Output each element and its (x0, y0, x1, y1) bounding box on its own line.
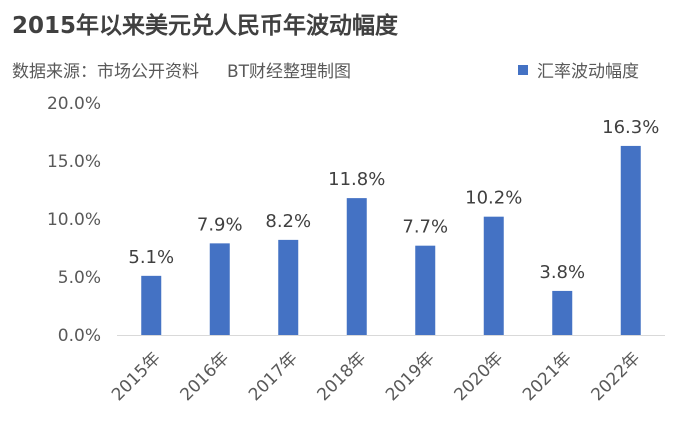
data-label: 16.3% (602, 117, 659, 138)
x-tick-label: 2020年 (451, 348, 508, 405)
x-tick-label: 2019年 (382, 348, 439, 405)
chart-subtitle: 数据来源：市场公开资料 BT财经整理制图 (12, 57, 351, 82)
data-label: 7.7% (402, 217, 448, 238)
y-tick-label: 0.0% (58, 326, 101, 346)
bar (483, 216, 504, 335)
y-tick-label: 20.0% (47, 94, 101, 114)
y-tick-label: 10.0% (47, 210, 101, 230)
bar (346, 198, 367, 335)
y-tick-label: 5.0% (58, 268, 101, 288)
x-tick-label: 2021年 (519, 348, 576, 405)
data-label: 11.8% (328, 169, 385, 190)
data-label: 5.1% (128, 247, 174, 268)
legend-swatch (518, 64, 528, 75)
credit-note: BT财经整理制图 (227, 62, 352, 82)
bar (620, 145, 641, 335)
x-tick-label: 2022年 (588, 348, 645, 405)
bar (552, 290, 573, 335)
chart-title: 2015年以来美元兑人民币年波动幅度 (12, 13, 399, 39)
data-label: 3.8% (539, 262, 585, 283)
x-tick-label: 2018年 (314, 348, 371, 405)
bar (415, 245, 436, 335)
chart-legend: 汇率波动幅度 (518, 57, 639, 82)
data-label: 7.9% (197, 214, 243, 235)
legend-label: 汇率波动幅度 (537, 62, 639, 82)
y-tick-label: 15.0% (47, 152, 101, 172)
data-label: 10.2% (465, 188, 522, 209)
data-label: 8.2% (265, 211, 311, 232)
source-note: 数据来源：市场公开资料 (12, 62, 199, 82)
bar (141, 275, 162, 335)
x-tick-label: 2017年 (245, 348, 302, 405)
x-tick-label: 2016年 (177, 348, 234, 405)
bar (209, 243, 230, 335)
x-tick-label: 2015年 (108, 348, 165, 405)
bar (278, 239, 299, 335)
